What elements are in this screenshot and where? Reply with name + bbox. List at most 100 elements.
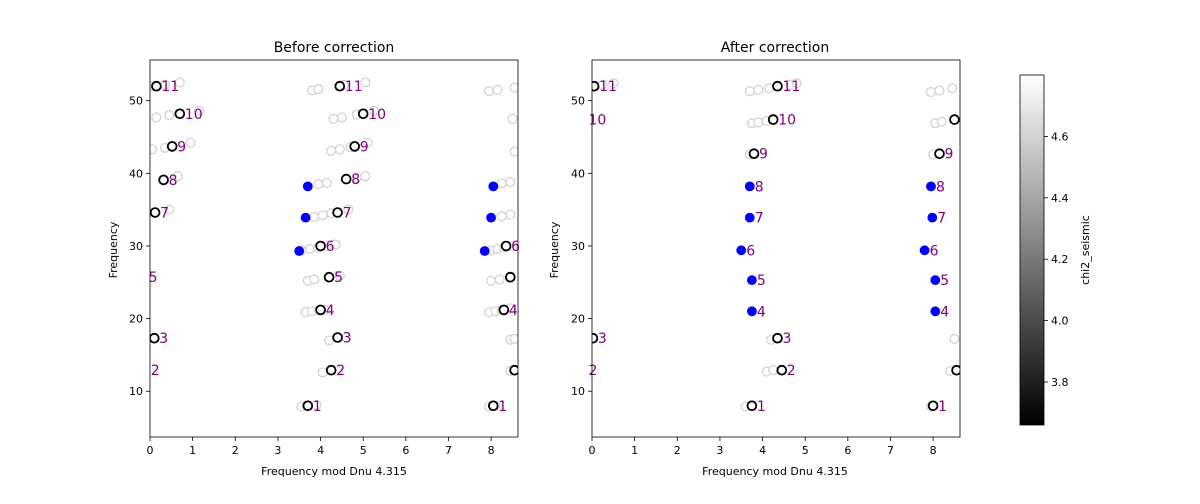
point-annotation: 1 [757, 399, 766, 415]
dark-marker [509, 364, 518, 376]
light-marker [164, 110, 175, 121]
point-annotation: 7 [755, 211, 764, 227]
light-marker [947, 83, 958, 94]
dark-marker [349, 141, 361, 152]
x-tick-label: 5 [360, 444, 367, 457]
y-tick-label: 50 [129, 95, 143, 108]
y-tick-label: 40 [129, 167, 143, 180]
light-marker [343, 204, 354, 215]
dark-marker [487, 400, 499, 412]
x-tick-label: 7 [887, 444, 894, 457]
light-marker [174, 77, 185, 88]
point-annotation: 3 [159, 331, 168, 347]
left-points [150, 77, 518, 412]
left-chart-title: Before correction [274, 40, 395, 56]
light-marker [507, 113, 518, 124]
light-marker [936, 116, 947, 127]
dark-marker [150, 332, 160, 344]
y-tick-label: 40 [571, 167, 585, 180]
highlight-marker [744, 181, 755, 192]
colorbar-tick-label: 4.2 [1051, 253, 1069, 266]
dark-marker [498, 304, 510, 316]
highlight-marker [919, 245, 930, 256]
light-marker [509, 146, 518, 157]
highlight-marker [300, 212, 311, 223]
dark-marker [357, 108, 369, 120]
point-annotation: 1 [498, 399, 507, 415]
point-annotation: 11 [599, 79, 617, 95]
point-annotation: 5 [940, 273, 949, 289]
colorbar-tick-label: 3.8 [1051, 376, 1069, 389]
dark-marker [767, 114, 779, 125]
point-annotation: 7 [937, 211, 946, 227]
light-marker [360, 77, 371, 88]
y-tick-label: 20 [129, 313, 143, 326]
x-tick-label: 6 [402, 444, 409, 457]
dark-marker [934, 148, 945, 160]
dark-marker [334, 80, 346, 92]
light-marker [768, 365, 779, 376]
dark-marker [927, 400, 939, 412]
dark-marker [323, 271, 335, 283]
point-annotation: 3 [598, 331, 607, 347]
point-annotation: 8 [169, 173, 178, 189]
x-tick-label: 2 [674, 444, 681, 457]
dark-marker [332, 207, 343, 218]
light-marker [328, 113, 339, 124]
highlight-marker [294, 246, 305, 256]
highlight-marker [747, 306, 757, 317]
y-tick-label: 10 [129, 385, 143, 398]
point-annotation: 8 [755, 179, 764, 195]
dark-marker [302, 400, 314, 412]
point-annotation: 7 [343, 206, 352, 222]
left-y-axis-label: Frequency [107, 221, 120, 278]
x-tick-label: 8 [930, 444, 937, 457]
light-marker [505, 209, 516, 220]
light-marker [193, 105, 205, 116]
light-marker [753, 84, 764, 95]
light-marker [317, 367, 328, 378]
x-tick-label: 0 [589, 444, 596, 457]
highlight-marker [930, 306, 941, 317]
light-marker [496, 211, 507, 222]
dark-marker [174, 108, 186, 120]
x-tick-label: 5 [802, 444, 809, 457]
light-marker [185, 137, 196, 148]
dark-marker [332, 332, 343, 343]
point-annotation: 11 [783, 79, 801, 95]
highlight-marker [926, 181, 936, 192]
highlight-marker [747, 275, 757, 286]
dark-marker [315, 304, 326, 316]
point-annotation: 9 [945, 147, 954, 163]
y-tick-label: 10 [571, 385, 585, 398]
x-tick-label: 1 [189, 444, 196, 457]
point-annotation: 5 [334, 270, 343, 286]
highlight-marker [744, 212, 755, 223]
light-marker [321, 177, 333, 188]
light-marker [334, 144, 345, 155]
point-annotation: 9 [177, 139, 186, 155]
point-annotation: 5 [757, 273, 766, 289]
x-tick-label: 3 [274, 444, 281, 457]
point-annotation: 6 [511, 239, 520, 255]
light-marker [324, 335, 335, 346]
point-annotation: 2 [787, 363, 796, 379]
x-tick-label: 7 [445, 444, 452, 457]
highlight-marker [927, 212, 938, 223]
y-tick-label: 30 [571, 240, 585, 253]
colorbar-label: chi2_seismic [1079, 215, 1092, 285]
light-marker [362, 137, 373, 148]
point-annotation: 6 [326, 239, 335, 255]
x-tick-label: 4 [317, 444, 324, 457]
point-annotation: 10 [589, 113, 607, 129]
dark-marker [150, 207, 161, 218]
colorbar-tick-label: 4.0 [1051, 315, 1069, 328]
point-annotation: 10 [778, 113, 796, 129]
point-annotation: 2 [589, 363, 598, 379]
highlight-marker [736, 245, 747, 256]
y-tick-label: 20 [571, 313, 585, 326]
point-annotation: 10 [368, 107, 386, 123]
right-x-axis-label: Frequency mod Dnu 4.315 [702, 465, 848, 478]
